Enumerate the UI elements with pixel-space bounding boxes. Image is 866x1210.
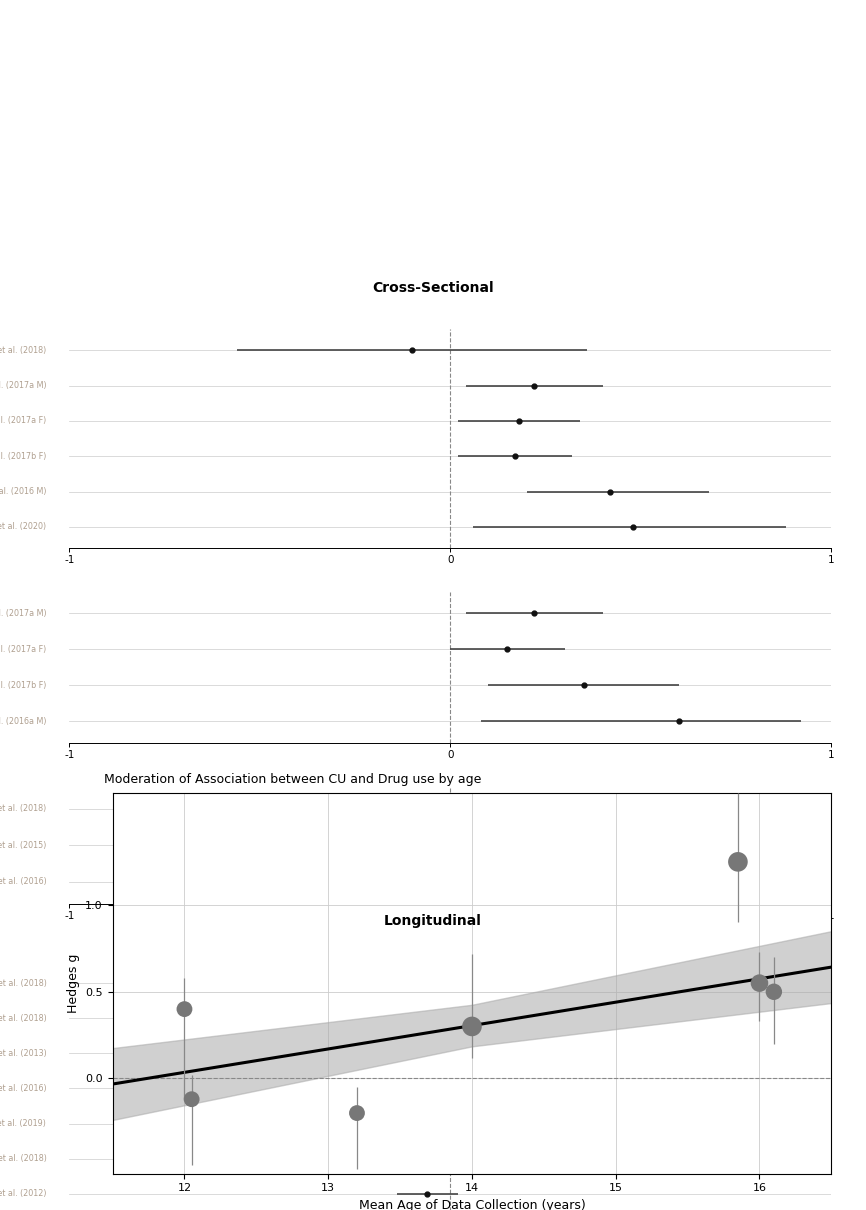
Text: Muratori et al. (2016): Muratori et al. (2016): [0, 1084, 47, 1093]
Text: Cecil et al. (2018): Cecil et al. (2018): [0, 346, 47, 355]
Text: Z= 0: Z= 0: [539, 237, 563, 247]
Text: Z= 9: Z= 9: [705, 237, 729, 247]
Text: Euler et al. (2015): Euler et al. (2015): [0, 841, 47, 849]
Text: Z= 36: Z= 36: [370, 122, 399, 133]
Point: [753, 973, 766, 992]
Text: Pechorro et al. (2016a M): Pechorro et al. (2016a M): [0, 716, 47, 726]
Y-axis label: Hedges g: Hedges g: [67, 953, 80, 1013]
Text: Z= -27: Z= -27: [35, 237, 69, 247]
Point: [184, 1089, 198, 1108]
Text: Pechorro et al. (2017a F): Pechorro et al. (2017a F): [0, 645, 47, 653]
Text: Z= -9: Z= -9: [371, 237, 398, 247]
Text: Z= 18: Z= 18: [37, 122, 67, 133]
Text: Thornton et al. (2019): Thornton et al. (2019): [0, 1119, 47, 1128]
Text: Andershed et al. (2018): Andershed et al. (2018): [0, 979, 47, 987]
Text: Cecil et al. (2018): Cecil et al. (2018): [0, 803, 47, 813]
Text: Waller et al. (2018): Waller et al. (2018): [0, 1154, 47, 1163]
Text: Z= 45: Z= 45: [536, 122, 565, 133]
Text: Pechorro et al. (2016 M): Pechorro et al. (2016 M): [0, 488, 47, 496]
Text: Cross-Sectional: Cross-Sectional: [372, 281, 494, 295]
Point: [178, 999, 191, 1019]
Point: [731, 852, 745, 871]
Text: Z= 27: Z= 27: [203, 122, 234, 133]
Text: Fanti et al. (2013): Fanti et al. (2013): [0, 1049, 47, 1058]
Point: [350, 1104, 364, 1123]
Point: [767, 983, 781, 1002]
Text: Anderson et al. (2018): Anderson et al. (2018): [0, 1014, 47, 1022]
Text: Thogersen et al. (2020): Thogersen et al. (2020): [0, 523, 47, 531]
X-axis label: Mean Age of Data Collection (years): Mean Age of Data Collection (years): [359, 1199, 585, 1210]
Text: Wymbs et al. (2012): Wymbs et al. (2012): [0, 1189, 47, 1198]
Text: Pechorro et al. (2017a F): Pechorro et al. (2017a F): [0, 416, 47, 426]
Text: Z= -18: Z= -18: [202, 237, 235, 247]
Text: Pechorro et al. (2017b F): Pechorro et al. (2017b F): [0, 451, 47, 461]
Text: Pechorro et al. (2017a M): Pechorro et al. (2017a M): [0, 381, 47, 390]
Text: Ray et al. (2016): Ray et al. (2016): [0, 877, 47, 887]
Text: Moderation of Association between CU and Drug use by age: Moderation of Association between CU and…: [104, 773, 481, 787]
Point: [465, 1016, 479, 1036]
Text: Longitudinal: Longitudinal: [384, 914, 482, 928]
Text: Pechorro et al. (2017b F): Pechorro et al. (2017b F): [0, 681, 47, 690]
Text: Pechorro et al. (2017a M): Pechorro et al. (2017a M): [0, 609, 47, 618]
Text: X= 0: X= 0: [705, 122, 729, 133]
